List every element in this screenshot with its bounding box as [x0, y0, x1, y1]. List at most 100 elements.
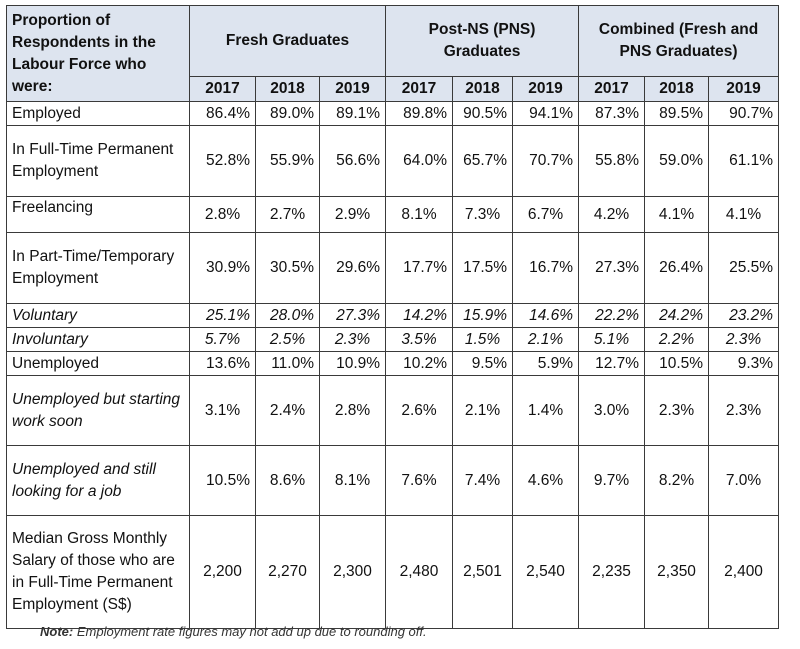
year-header: 2018	[255, 76, 320, 102]
row-label: Unemployed	[6, 351, 190, 376]
row-label: Freelancing	[6, 196, 190, 233]
table-row-voluntary: Voluntary 25.1% 28.0% 27.3% 14.2% 15.9% …	[6, 303, 780, 328]
group-header-fresh: Fresh Graduates	[188, 5, 387, 77]
table-cell: 30.9%	[189, 232, 256, 304]
table-cell: 4.1%	[708, 196, 780, 233]
table-cell: 27.3%	[578, 232, 646, 304]
row-label: In Part-Time/Temporary Employment	[6, 232, 190, 304]
table-cell: 65.7%	[452, 125, 514, 197]
table-cell: 64.0%	[385, 125, 454, 197]
table-row-part-time: In Part-Time/Temporary Employment 30.9% …	[6, 232, 780, 304]
table-cell: 5.7%	[189, 327, 256, 352]
year-header: 2017	[385, 76, 454, 102]
table-cell: 2.1%	[452, 375, 514, 446]
table-cell: 27.3%	[318, 303, 387, 328]
table-cell: 90.7%	[708, 101, 780, 126]
table-cell: 2.3%	[708, 375, 780, 446]
table-cell: 23.2%	[708, 303, 780, 328]
year-header: 2018	[644, 76, 710, 102]
table-cell: 14.2%	[385, 303, 454, 328]
row-label: Employed	[6, 101, 190, 126]
table-cell: 2.1%	[512, 327, 580, 352]
table-cell: 94.1%	[512, 101, 580, 126]
table-cell: 8.1%	[385, 196, 454, 233]
table-cell: 2.8%	[189, 196, 256, 233]
table-cell: 2.3%	[644, 375, 710, 446]
table-cell: 2.7%	[255, 196, 320, 233]
table-cell: 11.0%	[255, 351, 320, 376]
table-cell: 2.6%	[385, 375, 454, 446]
table-cell: 5.1%	[578, 327, 646, 352]
table-cell: 59.0%	[644, 125, 710, 197]
table-cell: 2.3%	[708, 327, 780, 352]
row-label: Unemployed but starting work soon	[6, 375, 190, 446]
table-cell: 61.1%	[708, 125, 780, 197]
year-header: 2017	[189, 76, 256, 102]
table-cell: 89.1%	[318, 101, 387, 126]
table-cell: 9.5%	[452, 351, 514, 376]
row-label: Involuntary	[6, 327, 190, 352]
table-row-full-time: In Full-Time Permanent Employment 52.8% …	[6, 125, 780, 197]
table-cell: 7.0%	[708, 445, 780, 516]
table-cell: 2,540	[512, 515, 580, 629]
table-cell: 2.4%	[255, 375, 320, 446]
table-cell: 16.7%	[512, 232, 580, 304]
table-cell: 14.6%	[512, 303, 580, 328]
table-cell: 9.7%	[578, 445, 646, 516]
table-cell: 70.7%	[512, 125, 580, 197]
table-row-still-looking: Unemployed and still looking for a job 1…	[6, 445, 780, 516]
table-cell: 29.6%	[318, 232, 387, 304]
table-cell: 86.4%	[189, 101, 256, 126]
table-cell: 55.9%	[255, 125, 320, 197]
table-cell: 8.2%	[644, 445, 710, 516]
table-row-median-salary: Median Gross Monthly Salary of those who…	[6, 515, 780, 629]
table-cell: 3.0%	[578, 375, 646, 446]
table-cell: 2.5%	[255, 327, 320, 352]
year-header: 2019	[708, 76, 780, 102]
table-cell: 55.8%	[578, 125, 646, 197]
table-cell: 25.1%	[189, 303, 256, 328]
year-header: 2019	[512, 76, 580, 102]
table-cell: 2,235	[578, 515, 646, 629]
table-cell: 17.7%	[385, 232, 454, 304]
table-cell: 3.5%	[385, 327, 454, 352]
table-cell: 8.1%	[318, 445, 387, 516]
table-cell: 1.4%	[512, 375, 580, 446]
table-cell: 2,480	[385, 515, 454, 629]
table-cell: 7.6%	[385, 445, 454, 516]
table-cell: 10.2%	[385, 351, 454, 376]
table-cell: 28.0%	[255, 303, 320, 328]
table-cell: 2,270	[255, 515, 320, 629]
table-cell: 26.4%	[644, 232, 710, 304]
table-row-unemployed: Unemployed 13.6% 11.0% 10.9% 10.2% 9.5% …	[6, 351, 780, 376]
table-cell: 25.5%	[708, 232, 780, 304]
table-row-freelancing: Freelancing 2.8% 2.7% 2.9% 8.1% 7.3% 6.7…	[6, 196, 780, 233]
row-label: In Full-Time Permanent Employment	[6, 125, 190, 197]
row-label: Unemployed and still looking for a job	[6, 445, 190, 516]
year-header: 2019	[318, 76, 387, 102]
table-cell: 2,350	[644, 515, 710, 629]
table-cell: 3.1%	[189, 375, 256, 446]
table-cell: 2.3%	[318, 327, 387, 352]
table-cell: 22.2%	[578, 303, 646, 328]
table-cell: 30.5%	[255, 232, 320, 304]
row-label: Median Gross Monthly Salary of those who…	[6, 515, 190, 629]
table-cell: 10.9%	[318, 351, 387, 376]
table-cell: 17.5%	[452, 232, 514, 304]
table-cell: 8.6%	[255, 445, 320, 516]
survey-table: Proportion of Respondents in the Labour …	[6, 5, 780, 629]
table-cell: 4.2%	[578, 196, 646, 233]
table-cell: 10.5%	[644, 351, 710, 376]
table-cell: 4.6%	[512, 445, 580, 516]
table-cell: 89.5%	[644, 101, 710, 126]
table-cell: 87.3%	[578, 101, 646, 126]
footnote-text: Employment rate figures may not add up d…	[76, 624, 427, 639]
footnote: Note: Employment rate figures may not ad…	[40, 624, 427, 639]
table-cell: 1.5%	[452, 327, 514, 352]
table-cell: 7.3%	[452, 196, 514, 233]
table-cell: 10.5%	[189, 445, 256, 516]
row-label: Voluntary	[6, 303, 190, 328]
table-cell: 6.7%	[512, 196, 580, 233]
group-header-combined: Combined (Fresh and PNS Graduates)	[578, 5, 780, 77]
table-cell: 2,501	[452, 515, 514, 629]
